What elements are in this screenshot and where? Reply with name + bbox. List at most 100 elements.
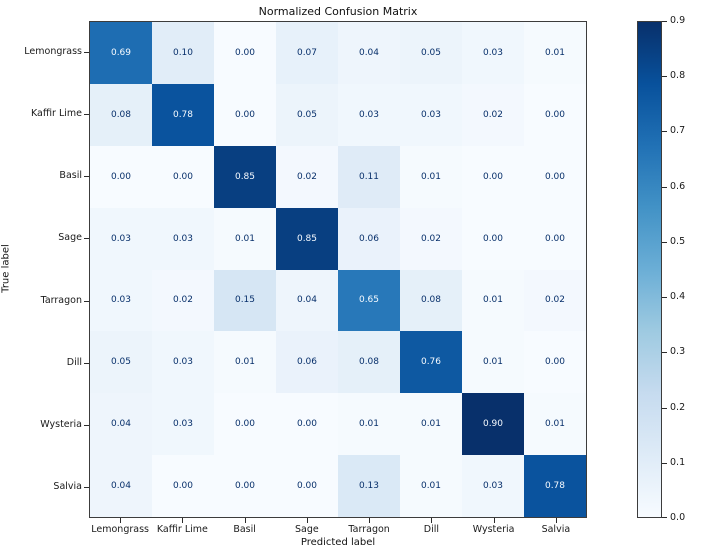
x-tick-label: Basil [233,524,256,535]
matrix-cell-value: 0.65 [358,295,380,306]
x-tick-label: Sage [295,524,319,535]
matrix-cell: 0.00 [276,393,338,456]
matrix-cell: 0.01 [462,269,524,332]
y-tick-mark [84,176,89,178]
matrix-cell: 0.02 [462,83,524,146]
chart-title: Normalized Confusion Matrix [258,5,418,18]
matrix-cell-value: 0.00 [544,171,566,182]
y-axis-title: True label [0,244,12,293]
x-tick-mark [182,518,184,523]
matrix-cell-value: 0.78 [544,481,566,492]
x-tick-mark [120,518,122,523]
matrix-cell: 0.03 [462,22,524,84]
colorbar-tick-mark [662,186,667,188]
x-tick-label: Tarragon [348,524,390,535]
matrix-cell-value: 0.03 [420,109,442,120]
matrix-cell-value: 0.01 [544,419,566,430]
x-tick-label: Lemongrass [91,524,149,535]
matrix-cell-value: 0.02 [420,233,442,244]
matrix-cell: 0.00 [90,145,152,208]
colorbar-tick-label: 0.7 [670,125,686,137]
matrix-cell: 0.06 [276,331,338,394]
matrix-cell-value: 0.04 [358,47,380,58]
matrix-cell: 0.03 [152,331,214,394]
matrix-cell: 0.02 [524,269,586,332]
matrix-cell: 0.01 [214,331,276,394]
matrix-cell: 0.00 [214,22,276,84]
matrix-cell-value: 0.00 [296,419,318,430]
matrix-cell-value: 0.00 [544,109,566,120]
matrix-cell: 0.78 [152,83,214,146]
colorbar-tick-mark [662,517,667,518]
matrix-cell: 0.05 [90,331,152,394]
y-tick-label: Dill [66,356,82,368]
matrix-cell-value: 0.00 [234,481,256,492]
matrix-cell: 0.85 [276,207,338,270]
matrix-cell-value: 0.00 [234,419,256,430]
matrix-cell-value: 0.04 [110,419,132,430]
y-tick-mark [84,486,89,488]
matrix-cell: 0.01 [462,331,524,394]
matrix-cell-value: 0.02 [296,171,318,182]
colorbar-tick-label: 0.5 [670,235,686,247]
matrix-cell: 0.00 [214,83,276,146]
colorbar-tick-label: 0.1 [670,456,686,468]
y-tick-label: Sage [58,232,82,244]
matrix-cell: 0.04 [338,22,400,84]
matrix-cell: 0.03 [462,455,524,517]
matrix-cell-value: 0.90 [482,419,504,430]
heatmap-grid: 0.69 0.10 0.00 0.07 0.04 0.05 0.03 0.01 0.08 0.78… [89,21,587,518]
y-tick-label: Salvia [53,480,82,492]
matrix-cell: 0.00 [524,83,586,146]
matrix-cell-value: 0.08 [420,295,442,306]
matrix-cell-value: 0.69 [110,47,132,58]
matrix-cell: 0.01 [338,393,400,456]
matrix-cell: 0.00 [152,455,214,517]
matrix-cell: 0.00 [462,145,524,208]
colorbar-tick-mark [662,21,667,22]
colorbar-tick-mark [662,131,667,133]
matrix-cell: 0.05 [276,83,338,146]
matrix-cell-value: 0.04 [296,295,318,306]
matrix-cell-value: 0.85 [296,233,318,244]
matrix-cell: 0.13 [338,455,400,517]
matrix-cell: 0.03 [152,393,214,456]
matrix-cell: 0.03 [338,83,400,146]
matrix-cell: 0.85 [214,145,276,208]
y-tick-label: Basil [59,170,82,182]
y-tick-mark [84,114,89,116]
y-tick-label: Tarragon [40,294,82,306]
matrix-cell: 0.08 [90,83,152,146]
matrix-cell-value: 0.02 [172,295,194,306]
matrix-cell-value: 0.05 [420,47,442,58]
matrix-cell-value: 0.01 [234,357,256,368]
matrix-cell: 0.76 [400,331,462,394]
matrix-cell-value: 0.04 [110,481,132,492]
matrix-cell: 0.00 [524,207,586,270]
matrix-cell-value: 0.03 [172,233,194,244]
matrix-cell-value: 0.01 [234,233,256,244]
matrix-cell: 0.00 [524,145,586,208]
matrix-cell-value: 0.00 [544,357,566,368]
matrix-cell-value: 0.13 [358,481,380,492]
matrix-cell-value: 0.00 [296,481,318,492]
y-tick-label: Kaffir Lime [30,108,82,120]
matrix-cell: 0.69 [90,22,152,84]
matrix-cell-value: 0.11 [358,171,380,182]
colorbar-tick-label: 0.0 [670,512,686,523]
matrix-cell: 0.08 [338,331,400,394]
matrix-cell-value: 0.03 [482,47,504,58]
matrix-cell: 0.10 [152,22,214,84]
y-tick-mark [84,52,89,54]
x-axis-title: Predicted label [300,537,376,548]
matrix-cell-value: 0.15 [234,295,256,306]
matrix-cell-value: 0.00 [482,171,504,182]
matrix-cell: 0.01 [214,207,276,270]
x-tick-mark [306,518,308,523]
colorbar-tick-mark [662,462,667,464]
matrix-cell: 0.02 [152,269,214,332]
matrix-cell-value: 0.00 [172,171,194,182]
matrix-cell-value: 0.03 [110,295,132,306]
matrix-cell: 0.05 [400,22,462,84]
colorbar-tick-label: 0.4 [670,291,686,303]
